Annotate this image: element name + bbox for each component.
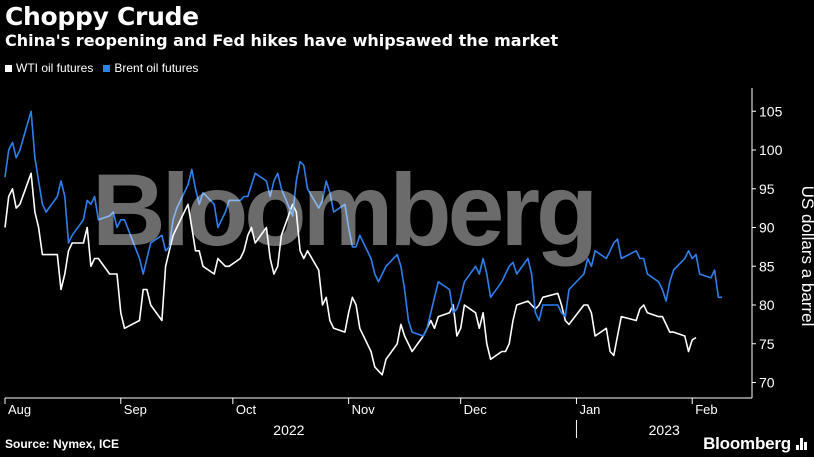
x-tick-label: Nov [352,402,376,417]
y-tick-label: 95 [759,181,775,197]
series-line-wti [4,172,697,376]
source-note: Source: Nymex, ICE [5,437,120,451]
series-line-brent [4,110,723,337]
x-tick-label: Aug [8,402,31,417]
y-tick-label: 90 [759,220,775,236]
legend-label-brent: Brent oil futures [114,61,199,75]
year-label: 2023 [649,422,680,438]
y-tick-label: 70 [759,375,775,391]
x-tick-label: Oct [236,402,257,417]
bloomberg-logo-text: Bloomberg [703,434,791,453]
year-label: 2022 [273,422,304,438]
bar-chart-icon [796,438,808,450]
legend-label-wti: WTI oil futures [16,61,94,75]
x-tick-label: Jan [579,402,600,417]
x-tick-label: Feb [695,402,717,417]
y-tick-label: 105 [759,103,783,119]
x-tick-label: Sep [124,402,147,417]
y-tick-label: 75 [759,336,775,352]
legend-swatch-brent [103,64,111,72]
y-tick-label: 85 [759,258,775,274]
legend-item-wti: WTI oil futures [5,61,93,75]
bloomberg-logo: Bloomberg [703,434,808,454]
legend-item-brent: Brent oil futures [103,61,198,75]
x-tick-label: Dec [464,402,488,417]
chart-subtitle: China's reopening and Fed hikes have whi… [5,31,559,50]
legend-swatch-wti [5,64,12,72]
y-tick-label: 100 [759,142,783,158]
legend: WTI oil futures Brent oil futures [5,61,198,75]
chart-title: Choppy Crude [5,2,199,31]
y-axis-title: US dollars a barrel [798,186,814,327]
y-tick-label: 80 [759,297,775,313]
